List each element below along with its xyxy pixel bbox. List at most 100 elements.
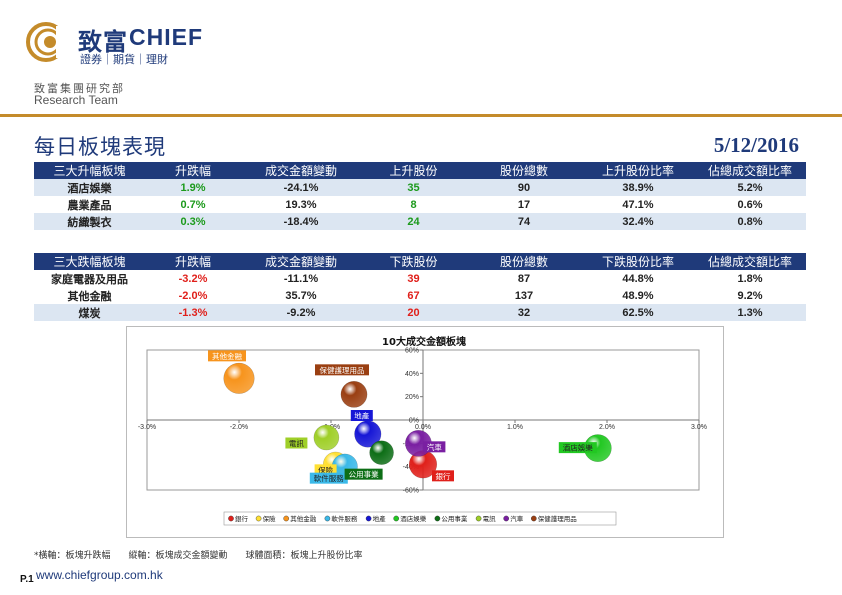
- bubble-label: 軟件服務: [314, 473, 344, 483]
- column-header: 上升股份比率: [582, 162, 694, 179]
- bubble-label-box: [423, 441, 446, 453]
- legend-entry: 電訊: [483, 514, 497, 523]
- y-tick-label: 40%: [405, 371, 419, 378]
- total-count-cell: 90: [466, 179, 582, 196]
- legend-swatch: [324, 515, 331, 522]
- column-header: 股份總數: [466, 162, 582, 179]
- total-count-cell: 137: [514, 289, 534, 302]
- report-date: 5/12/2016: [713, 133, 799, 157]
- turnover-share-cell: 1.8%: [737, 272, 763, 285]
- sector-name: 煤炭: [34, 304, 145, 321]
- legend-swatch: [228, 515, 234, 522]
- legend-entry: 地產: [373, 514, 387, 523]
- website-link[interactable]: www.chiefgroup.com.hk: [36, 568, 163, 582]
- table-row: 其他金融 -2.0% 35.7% 67 137 48.9% 9.2%: [34, 287, 806, 304]
- legend-swatch: [393, 515, 400, 522]
- turnover-change-cell: 19.3%: [285, 198, 317, 211]
- turnover-share-cell: 0.8%: [694, 213, 806, 230]
- bubble-label-box: [315, 364, 369, 376]
- column-header: 佔總成交額比率: [694, 162, 806, 179]
- chart-footnote: *橫軸：板塊升跌幅 縱軸：板塊成交金額變動 球體面積：板塊上升股份比率: [34, 551, 363, 561]
- x-tick-label: -2.0%: [230, 424, 248, 431]
- column-header: 下跌股份: [361, 253, 466, 270]
- turnover-change-cell: -24.1%: [241, 179, 361, 196]
- page-title: 每日板塊表現: [34, 135, 166, 159]
- column-header: 成交金額變動: [241, 162, 361, 179]
- bubble-label: 汽車: [427, 442, 442, 452]
- legend-entry: 酒店娛樂: [400, 514, 427, 523]
- legend-swatch: [530, 515, 537, 522]
- sector-name: 家庭電器及用品: [51, 273, 128, 286]
- column-header: 升跌幅: [145, 253, 241, 270]
- bubble-公用事業: [369, 440, 394, 465]
- bubble-label: 銀行: [436, 471, 451, 481]
- column-header: 下跌股份比率: [582, 253, 694, 270]
- change-cell: 1.9%: [145, 179, 241, 196]
- bubble-電訊: [313, 424, 340, 451]
- department-name-cn: 致富集團研究部: [34, 82, 125, 95]
- legend-entry: 汽車: [510, 514, 524, 523]
- x-tick-label: 2.0%: [599, 424, 615, 431]
- change-cell: 0.3%: [145, 213, 241, 230]
- turnover-change-cell: -18.4%: [241, 213, 361, 230]
- falling-count-cell: 39: [407, 272, 420, 285]
- bubble-label: 其他金融: [212, 351, 242, 361]
- sector-name: 紡織製衣: [34, 213, 145, 230]
- brand-name-cn: 致富: [78, 28, 128, 56]
- bubble-label-box: [558, 442, 597, 454]
- page-number: P.1: [20, 574, 34, 585]
- table-header-row: 三大升幅板塊 升跌幅 成交金額變動 上升股份 股份總數 上升股份比率 佔總成交額…: [34, 162, 806, 179]
- total-count-cell: 87: [517, 272, 531, 285]
- total-count-cell: 17: [517, 198, 531, 211]
- brand-logo-icon: [26, 22, 68, 62]
- column-header: 三大升幅板塊: [34, 162, 145, 179]
- turnover-share-cell: 5.2%: [694, 179, 806, 196]
- top-losers-table: 三大跌幅板塊 升跌幅 成交金額變動 下跌股份 股份總數 下跌股份比率 佔總成交額…: [34, 253, 806, 321]
- bubble-其他金融: [223, 362, 255, 394]
- turnover-change-cell: -11.1%: [283, 272, 319, 285]
- table-header-row: 三大跌幅板塊 升跌幅 成交金額變動 下跌股份 股份總數 下跌股份比率 佔總成交額…: [34, 253, 806, 270]
- turnover-share-cell: 9.2%: [737, 289, 763, 302]
- rising-count-cell: 24: [361, 213, 466, 230]
- table-row: 煤炭 -1.3% -9.2% 20 32 62.5% 1.3%: [34, 304, 806, 321]
- legend-entry: 其他金融: [290, 514, 317, 523]
- bubble-label: 保險: [318, 465, 333, 475]
- rising-count-cell: 35: [361, 179, 466, 196]
- turnover-change-cell: 35.7%: [285, 289, 317, 302]
- bubble-保健護理用品: [340, 380, 368, 408]
- column-header: 升跌幅: [145, 162, 241, 179]
- table-row: 家庭電器及用品 -3.2% -11.1% 39 87 44.8% 1.8%: [34, 270, 806, 287]
- legend-entry: 銀行: [235, 514, 249, 523]
- top-gainers-table: 三大升幅板塊 升跌幅 成交金額變動 上升股份 股份總數 上升股份比率 佔總成交額…: [34, 162, 806, 230]
- y-tick-label: 60%: [405, 348, 419, 355]
- table-row: 酒店娛樂 1.9% -24.1% 35 90 38.9% 5.2%: [34, 179, 806, 196]
- y-tick-label: 20%: [405, 394, 419, 401]
- column-header: 上升股份: [361, 162, 466, 179]
- change-cell: -2.0%: [178, 289, 208, 302]
- x-tick-label: 0.0%: [415, 424, 431, 431]
- brand-subtitle: 證券｜期貨｜理財: [80, 53, 168, 66]
- falling-ratio-cell: 62.5%: [582, 304, 694, 321]
- legend-box: [223, 511, 617, 526]
- rising-ratio-cell: 38.9%: [582, 179, 694, 196]
- sector-name: 農業產品: [67, 199, 112, 212]
- table-row: 紡織製衣 0.3% -18.4% 24 74 32.4% 0.8%: [34, 213, 806, 230]
- legend-swatch: [503, 515, 510, 522]
- legend-swatch: [283, 515, 289, 522]
- legend-swatch: [475, 515, 482, 522]
- bubble-label: 電訊: [289, 438, 304, 448]
- bubble-label: 酒店娛樂: [563, 443, 593, 453]
- column-header: 成交金額變動: [241, 253, 361, 270]
- falling-count-cell: 20: [361, 304, 466, 321]
- bubble-label-box: [309, 472, 348, 484]
- change-cell: 0.7%: [180, 198, 206, 211]
- department-name-en: Research Team: [34, 93, 118, 107]
- turnover-change-cell: -9.2%: [241, 304, 361, 321]
- legend-swatch: [365, 515, 372, 522]
- brand-name-en: CHIEF: [129, 24, 203, 50]
- sector-name: 酒店娛樂: [34, 179, 145, 196]
- bubble-chart: -3.0%-2.0%-1.0%0.0%1.0%2.0%3.0%60%40%20%…: [138, 348, 707, 526]
- x-tick-label: 3.0%: [691, 424, 707, 431]
- bubble-label-box: [314, 464, 337, 476]
- bubble-label-box: [432, 470, 454, 482]
